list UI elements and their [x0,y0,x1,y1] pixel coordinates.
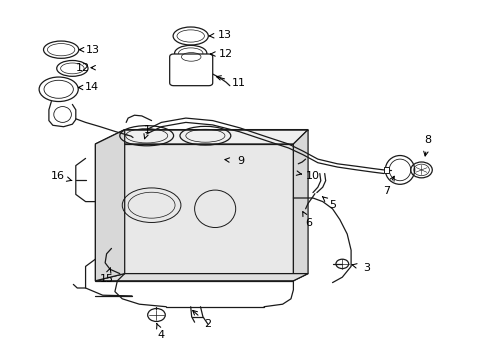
Text: 9: 9 [237,156,244,166]
Polygon shape [95,130,307,144]
Text: 3: 3 [363,263,369,273]
Polygon shape [293,130,307,281]
FancyBboxPatch shape [384,167,388,173]
Text: 6: 6 [305,218,312,228]
Text: 2: 2 [204,319,211,329]
Text: 16: 16 [51,171,64,181]
Text: 7: 7 [382,186,389,196]
Polygon shape [95,130,124,281]
Text: 5: 5 [328,200,335,210]
Text: 12: 12 [76,63,90,73]
Text: 13: 13 [86,45,100,55]
Text: 4: 4 [158,330,164,340]
FancyBboxPatch shape [169,54,212,86]
Text: 12: 12 [219,49,232,59]
Text: 8: 8 [424,135,430,145]
Text: 15: 15 [100,274,113,284]
Polygon shape [95,274,307,281]
Text: 14: 14 [85,82,99,93]
Text: 10: 10 [305,171,319,181]
Text: 1: 1 [144,125,151,135]
Text: 13: 13 [218,30,231,40]
Text: 11: 11 [231,78,245,88]
Polygon shape [95,144,293,281]
